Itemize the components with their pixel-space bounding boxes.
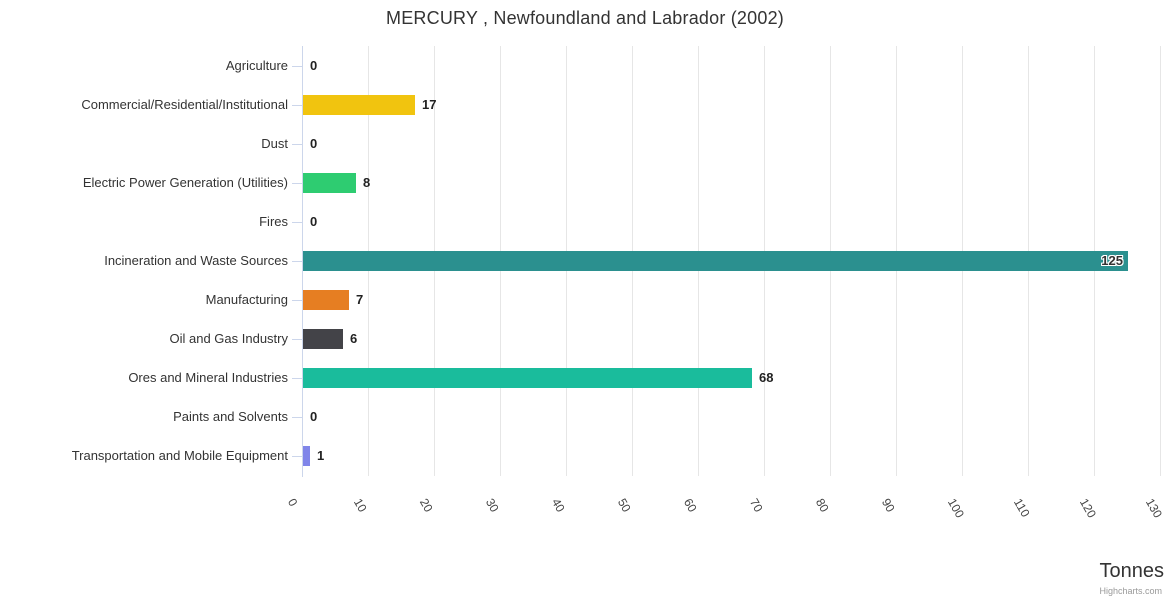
category-label-ores-and-mineral-industries: Ores and Mineral Industries (128, 370, 288, 385)
data-label: 0 (310, 136, 318, 151)
bar-oil-and-gas-industry[interactable] (303, 329, 343, 349)
x-tick-label: 10 (350, 496, 370, 515)
y-axis-tick (292, 261, 302, 262)
y-axis-tick (292, 417, 302, 418)
category-label-commercial-residential-institutional: Commercial/Residential/Institutional (81, 97, 288, 112)
data-label: 7 (356, 292, 364, 307)
x-tick-label: 70 (746, 496, 766, 515)
category-label-electric-power-generation-utilities: Electric Power Generation (Utilities) (82, 175, 288, 190)
category-label-paints-and-solvents: Paints and Solvents (173, 409, 288, 424)
category-label-incineration-and-waste-sources: Incineration and Waste Sources (104, 253, 288, 268)
data-label: 0 (310, 58, 318, 73)
bar-incineration-and-waste-sources[interactable] (303, 251, 1128, 271)
category-label-dust: Dust (261, 136, 288, 151)
data-label: 1 (317, 448, 325, 463)
x-tick-label: 80 (812, 496, 832, 515)
bar-transportation-and-mobile-equipment[interactable] (303, 446, 310, 466)
x-tick-label: 40 (548, 496, 568, 515)
category-label-transportation-and-mobile-equipment: Transportation and Mobile Equipment (71, 448, 288, 463)
data-label: 8 (363, 175, 371, 190)
bar-ores-and-mineral-industries[interactable] (303, 368, 752, 388)
data-label: 6 (350, 331, 358, 346)
y-axis-tick (292, 339, 302, 340)
y-axis-tick (292, 378, 302, 379)
y-axis-tick (292, 456, 302, 457)
x-tick-label: 90 (878, 496, 898, 515)
data-label: 17 (422, 97, 437, 112)
x-tick-label: 50 (614, 496, 634, 515)
category-label-agriculture: Agriculture (225, 58, 288, 73)
y-axis-tick (292, 66, 302, 67)
x-tick-label: 100 (944, 496, 968, 521)
chart-title: MERCURY , Newfoundland and Labrador (200… (386, 8, 784, 28)
data-label: 0 (310, 409, 318, 424)
y-axis-tick (292, 183, 302, 184)
bar-electric-power-generation-utilities[interactable] (303, 173, 356, 193)
y-axis-tick (292, 144, 302, 145)
category-label-oil-and-gas-industry: Oil and Gas Industry (169, 331, 289, 346)
data-label: 125 (1101, 253, 1123, 268)
highcharts-credit[interactable]: Highcharts.com (1099, 586, 1162, 596)
gridline (1160, 46, 1161, 476)
bar-manufacturing[interactable] (303, 290, 349, 310)
x-tick-label: 110 (1010, 496, 1033, 520)
x-axis-title: Tonnes (1099, 560, 1165, 582)
x-tick-label: 120 (1076, 496, 1100, 521)
x-tick-label: 20 (416, 496, 436, 515)
y-axis-tick (292, 300, 302, 301)
x-tick-label: 30 (482, 496, 502, 515)
y-axis-line (302, 46, 303, 477)
data-label: 0 (310, 214, 318, 229)
y-axis-tick (292, 222, 302, 223)
category-label-fires: Fires (259, 214, 288, 229)
x-tick-label: 0 (284, 496, 301, 509)
category-label-manufacturing: Manufacturing (205, 292, 288, 307)
y-axis-tick (292, 105, 302, 106)
data-label: 68 (759, 370, 774, 385)
x-tick-label: 130 (1142, 496, 1166, 521)
bar-commercial-residential-institutional[interactable] (303, 95, 415, 115)
x-tick-label: 60 (680, 496, 700, 515)
